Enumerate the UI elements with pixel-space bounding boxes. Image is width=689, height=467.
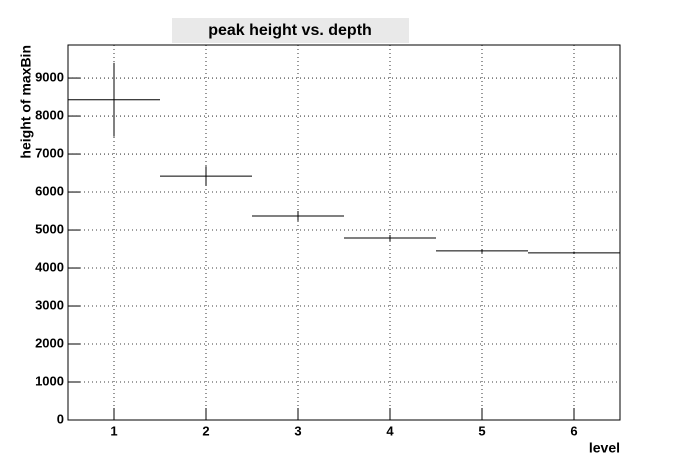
y-tick-label: 6000 xyxy=(35,183,64,198)
y-tick-label: 7000 xyxy=(35,145,64,160)
plot-frame xyxy=(67,44,621,421)
x-tick-label: 6 xyxy=(570,423,577,438)
y-tick-label: 2000 xyxy=(35,335,64,350)
y-tick-label: 4000 xyxy=(35,259,64,274)
y-tick-label: 9000 xyxy=(35,69,64,84)
y-tick-label: 3000 xyxy=(35,297,64,312)
x-tick-label: 3 xyxy=(294,423,301,438)
x-tick-label: 2 xyxy=(202,423,209,438)
y-tick-label: 8000 xyxy=(35,107,64,122)
y-tick-label: 0 xyxy=(57,411,64,426)
title-box xyxy=(172,18,409,43)
x-tick-label: 5 xyxy=(478,423,485,438)
x-tick-label: 1 xyxy=(110,423,117,438)
chart-title: peak height vs. depth xyxy=(208,22,372,39)
x-axis-label: level xyxy=(589,440,620,456)
x-tick-label: 4 xyxy=(386,423,394,438)
y-tick-label: 5000 xyxy=(35,221,64,236)
y-tick-label: 1000 xyxy=(35,373,64,388)
y-axis-label: height of maxBin xyxy=(18,45,34,159)
